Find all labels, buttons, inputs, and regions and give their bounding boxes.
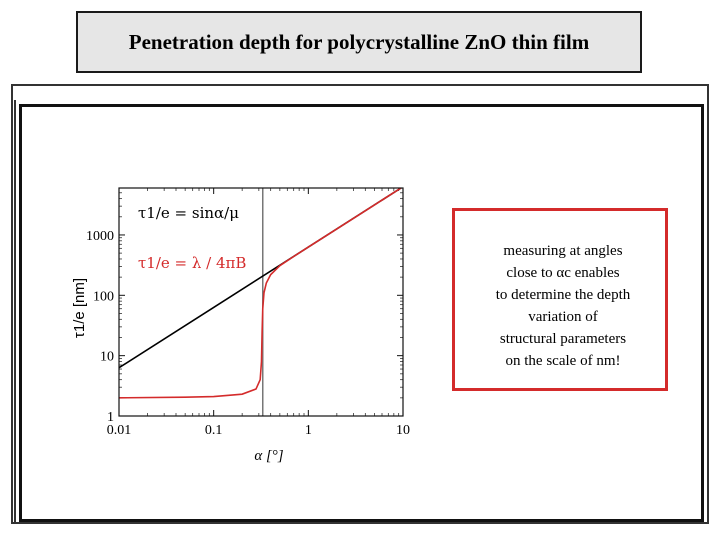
series-line-red (119, 188, 403, 399)
y-tick-label: 1000 (86, 229, 114, 244)
x-tick-label: 0.1 (205, 423, 223, 438)
note-box (452, 208, 668, 391)
y-tick-label: 10 (100, 350, 114, 365)
x-axis-label: α [°] (254, 448, 283, 464)
note-line-5: structural parameters (499, 331, 627, 347)
plot-area (119, 188, 403, 416)
note-text: measuring at angles close to αc enables … (455, 240, 671, 372)
note-line-1: measuring at angles (503, 243, 623, 259)
x-tick-label: 10 (396, 423, 410, 438)
x-tick-label: 0.01 (107, 423, 132, 438)
legend-entry-red: τ1/e = λ / 4πB (138, 254, 246, 272)
note-line-2: close to αc enables (506, 265, 620, 281)
plot-frame (118, 187, 404, 417)
y-tick-label: 1 (107, 410, 114, 425)
y-tick-label: 100 (93, 289, 114, 304)
note-line-3: to determine the depth (495, 287, 631, 303)
note-line-4: variation of (528, 309, 598, 325)
x-tick-label: 1 (305, 423, 312, 438)
y-axis-label: τ1/e [nm] (71, 278, 88, 338)
frame-divider (14, 100, 16, 522)
note-line-6: on the scale of nm! (505, 353, 621, 369)
slide-title-box: Penetration depth for polycrystalline Zn… (76, 11, 642, 73)
slide-title: Penetration depth for polycrystalline Zn… (128, 29, 590, 54)
legend-entry-black: τ1/e = sinα/μ (138, 204, 239, 222)
